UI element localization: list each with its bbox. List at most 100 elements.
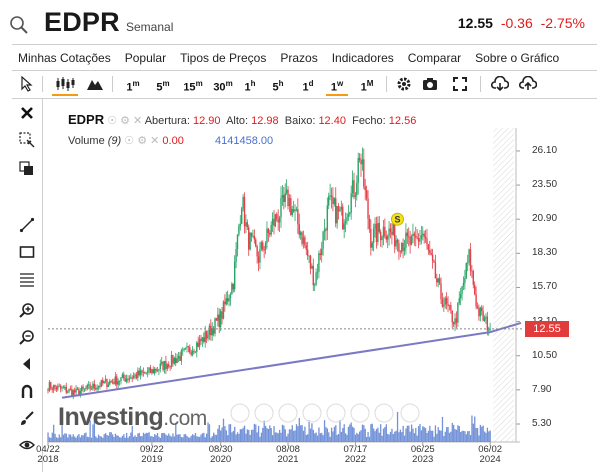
menu-minhas-cotacoes[interactable]: Minhas Cotações (18, 50, 111, 65)
volume-bar (294, 430, 296, 442)
volume-bar (242, 427, 244, 442)
line-tool-icon[interactable] (19, 217, 35, 233)
volume-bar (260, 432, 263, 442)
zoom-in-icon[interactable] (19, 302, 35, 318)
volume-bar (387, 433, 389, 442)
close-icon[interactable] (19, 105, 35, 121)
volume-bar (110, 432, 112, 442)
candle-body (405, 232, 407, 248)
fullscreen-icon[interactable] (450, 74, 470, 94)
download-icon[interactable] (490, 74, 510, 94)
candle-body (153, 369, 156, 374)
candle-body (125, 378, 128, 382)
candle-body (61, 387, 63, 389)
volume-bar (395, 430, 397, 442)
cursor-icon[interactable] (18, 74, 36, 94)
interval-1h[interactable]: 1h (244, 79, 256, 94)
volume-bar (322, 435, 324, 442)
search-icon[interactable] (8, 14, 30, 36)
volume-bar (288, 429, 291, 442)
volume-bar (191, 434, 194, 442)
legend-close-label: Fecho: (352, 115, 386, 127)
interval-1w[interactable]: 1w (326, 74, 348, 96)
volume-bar (467, 431, 469, 442)
interval-30m[interactable]: 30m (213, 79, 233, 94)
fib-lines-icon[interactable] (19, 271, 35, 287)
volume-bar (301, 425, 303, 442)
candlestick-icon[interactable] (52, 74, 78, 96)
volume-bar (329, 436, 331, 442)
candle-body (142, 372, 145, 373)
interval-1M[interactable]: 1M (360, 79, 374, 94)
interval-1m[interactable]: 1m (126, 79, 140, 94)
volume-bar (89, 420, 91, 442)
volume-eye-icon[interactable]: ☉ ⚙ ✕ (124, 135, 160, 147)
candle-body (276, 214, 278, 220)
zoom-out-icon[interactable] (19, 329, 35, 345)
interval-5m[interactable]: 5m (156, 79, 170, 94)
upload-icon[interactable] (518, 74, 538, 94)
candle-body (138, 370, 140, 376)
volume-bar (273, 426, 275, 442)
cursor-cross-icon[interactable] (19, 132, 35, 148)
menu-indicadores[interactable]: Indicadores (331, 50, 394, 65)
candle-body (413, 233, 416, 236)
menu-popular[interactable]: Popular (124, 50, 167, 65)
volume-bar (133, 436, 135, 442)
volume-bar (193, 435, 195, 442)
volume-bar (375, 428, 378, 442)
interval-1d[interactable]: 1d (302, 79, 314, 94)
volume-bar (211, 436, 213, 442)
legend-high-label: Alto: (226, 115, 249, 127)
event-marker (391, 212, 404, 226)
camera-icon[interactable] (420, 74, 440, 94)
volume-bar (54, 433, 56, 442)
volume-bar (155, 435, 157, 442)
candle-body (263, 249, 265, 251)
clone-icon[interactable] (19, 161, 35, 177)
candle-body (350, 193, 352, 213)
menu-tipos-de-precos[interactable]: Tipos de Preços (180, 50, 267, 65)
candle-body (482, 310, 484, 321)
scroll-left-icon[interactable] (19, 356, 35, 372)
candle-body (354, 195, 357, 198)
volume-bar (346, 434, 348, 442)
eye-icon[interactable] (19, 437, 35, 453)
menu-sobre-o-grafico[interactable]: Sobre o Gráfico (475, 50, 560, 65)
candle-body (99, 385, 101, 387)
volume-bar (241, 429, 243, 442)
interval-15m[interactable]: 15m (183, 79, 203, 94)
candle-body (459, 294, 462, 299)
volume-legend: Volume (9) ☉ ⚙ ✕ 0.00 (68, 134, 184, 147)
candle-body (177, 356, 180, 359)
legend-eye-icon[interactable]: ☉ ⚙ ✕ (107, 115, 143, 127)
candle-body (346, 217, 348, 222)
candle-body (242, 196, 244, 209)
volume-value: 0.00 (162, 135, 184, 147)
chart-menu: Minhas Cotações Popular Tipos de Preços … (12, 44, 597, 71)
menu-comparar[interactable]: Comparar (407, 50, 462, 65)
candle-body (434, 262, 437, 279)
brush-icon[interactable] (19, 410, 35, 426)
volume-bar (123, 434, 125, 442)
candle-body (475, 294, 477, 307)
gear-icon[interactable] (394, 74, 414, 94)
interval-5h[interactable]: 5h (272, 79, 284, 94)
volume-bar (235, 434, 237, 442)
candle-body (180, 350, 183, 361)
volume-bar (444, 431, 446, 442)
candle-body (238, 225, 240, 235)
candle-body (441, 299, 444, 307)
magnet-icon[interactable] (19, 383, 35, 399)
candle-body (211, 328, 213, 336)
chart-area[interactable]: S EDPR ☉ ⚙ ✕ Abertura: 12.90 Alto: 12.98… (36, 100, 599, 472)
mountain-icon[interactable] (84, 74, 106, 94)
volume-bar (357, 434, 359, 442)
rectangle-icon[interactable] (19, 244, 35, 260)
candle-body (90, 389, 93, 390)
menu-prazos[interactable]: Prazos (280, 50, 318, 65)
volume-bar (392, 434, 394, 442)
volume-bar (259, 436, 261, 442)
volume-bar (371, 423, 373, 442)
volume-bar (339, 419, 341, 442)
